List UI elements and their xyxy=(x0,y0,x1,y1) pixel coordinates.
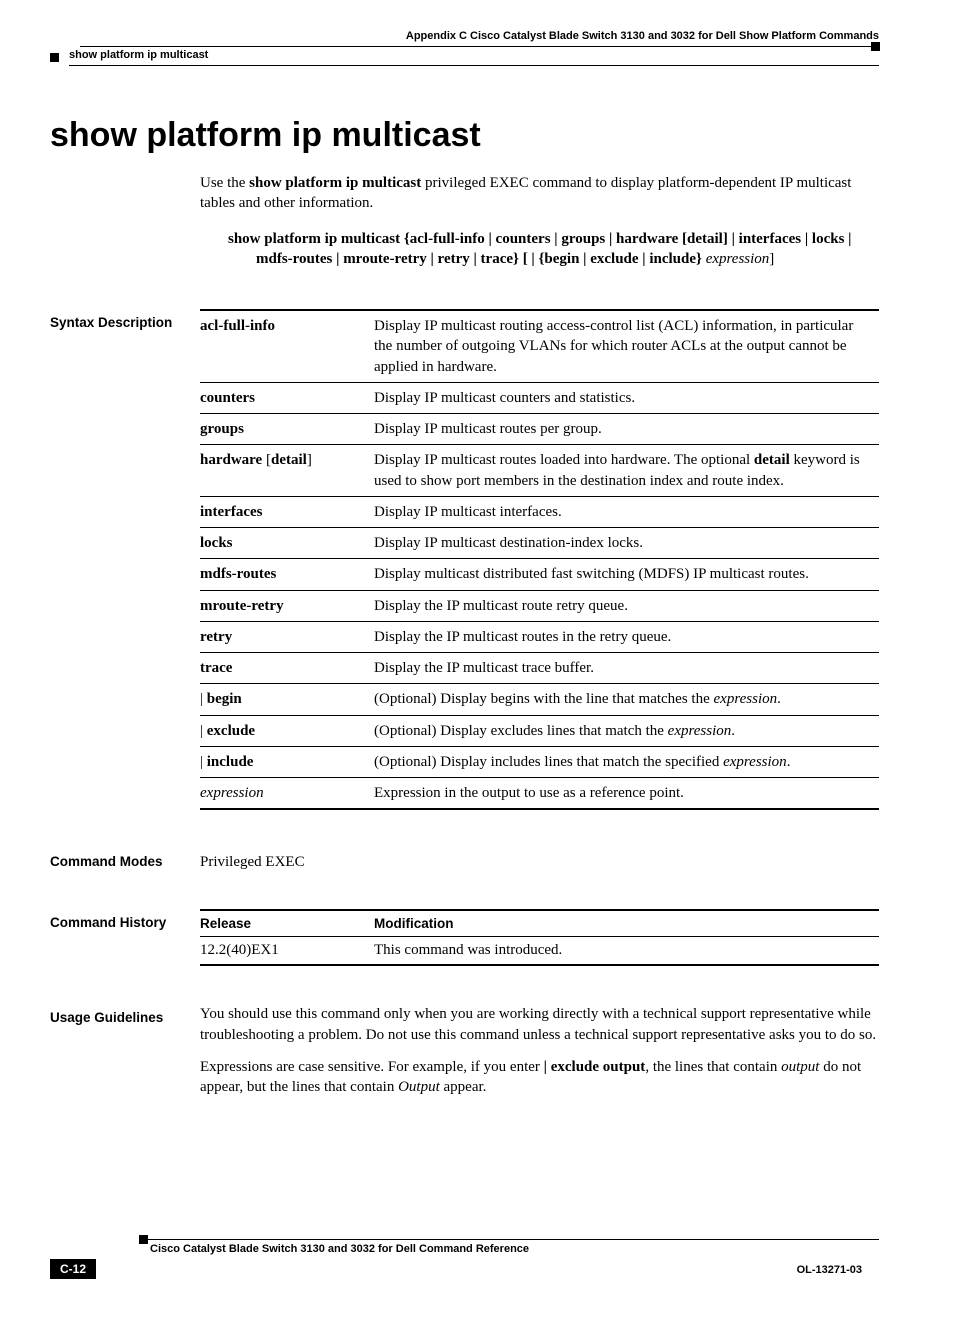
table-row: | exclude (Optional) Display excludes li… xyxy=(200,715,879,746)
table-header-row: Release Modification xyxy=(200,910,879,937)
section-label-usage: Usage Guidelines xyxy=(50,1004,200,1109)
command-modes-value: Privileged EXEC xyxy=(200,848,879,871)
table-row: hardware [detail] Display IP multicast r… xyxy=(200,445,879,497)
document-id: OL-13271-03 xyxy=(797,1264,862,1276)
table-row: | include (Optional) Display includes li… xyxy=(200,746,879,777)
page-number: C-12 xyxy=(50,1259,96,1279)
table-row: mroute-retry Display the IP multicast ro… xyxy=(200,590,879,621)
header-rule xyxy=(80,46,879,47)
intro-pre: Use the xyxy=(200,175,249,191)
table-row: interfaces Display IP multicast interfac… xyxy=(200,496,879,527)
page-header: Appendix C Cisco Catalyst Blade Switch 3… xyxy=(50,30,879,66)
syntax-expr: expression xyxy=(706,251,770,267)
section-label-syntax: Syntax Description xyxy=(50,309,200,810)
header-appendix: Appendix C Cisco Catalyst Blade Switch 3… xyxy=(50,30,879,42)
header-breadcrumb: show platform ip multicast xyxy=(69,49,879,66)
history-header-release: Release xyxy=(200,910,374,937)
table-row: trace Display the IP multicast trace buf… xyxy=(200,653,879,684)
history-header-mod: Modification xyxy=(374,910,879,937)
table-row: mdfs-routes Display multicast distribute… xyxy=(200,559,879,590)
usage-p2: Expressions are case sensitive. For exam… xyxy=(200,1057,879,1098)
syntax-table: acl-full-info Display IP multicast routi… xyxy=(200,309,879,810)
intro-cmd: show platform ip multicast xyxy=(249,175,421,191)
command-history-section: Command History Release Modification 12.… xyxy=(50,909,879,966)
usage-p1: You should use this command only when yo… xyxy=(200,1004,879,1045)
syntax-description-section: Syntax Description acl-full-info Display… xyxy=(50,309,879,810)
header-square-icon xyxy=(50,53,59,62)
syntax-usage: show platform ip multicast {acl-full-inf… xyxy=(228,229,879,270)
section-label-modes: Command Modes xyxy=(50,848,200,871)
command-modes-section: Command Modes Privileged EXEC xyxy=(50,848,879,871)
page-footer: Cisco Catalyst Blade Switch 3130 and 303… xyxy=(50,1239,879,1279)
table-row: 12.2(40)EX1 This command was introduced. xyxy=(200,937,879,966)
intro-block: Use the show platform ip multicast privi… xyxy=(200,173,879,269)
history-mod: This command was introduced. xyxy=(374,937,879,966)
page-title: show platform ip multicast xyxy=(50,116,879,155)
history-release: 12.2(40)EX1 xyxy=(200,937,374,966)
table-row: acl-full-info Display IP multicast routi… xyxy=(200,310,879,382)
table-row: expression Expression in the output to u… xyxy=(200,778,879,810)
document-page: Appendix C Cisco Catalyst Blade Switch 3… xyxy=(0,0,954,1319)
section-label-history: Command History xyxy=(50,909,200,966)
footer-rule xyxy=(140,1239,879,1240)
history-table: Release Modification 12.2(40)EX1 This co… xyxy=(200,909,879,966)
usage-guidelines-section: Usage Guidelines You should use this com… xyxy=(50,1004,879,1109)
table-row: | begin (Optional) Display begins with t… xyxy=(200,684,879,715)
table-row: locks Display IP multicast destination-i… xyxy=(200,528,879,559)
footer-title: Cisco Catalyst Blade Switch 3130 and 303… xyxy=(150,1243,879,1255)
table-row: counters Display IP multicast counters a… xyxy=(200,382,879,413)
footer-end-mark xyxy=(870,1265,879,1274)
table-row: groups Display IP multicast routes per g… xyxy=(200,414,879,445)
syntax-cmd: show platform ip multicast xyxy=(228,231,400,247)
table-row: retry Display the IP multicast routes in… xyxy=(200,621,879,652)
syntax-end: ] xyxy=(769,251,774,267)
